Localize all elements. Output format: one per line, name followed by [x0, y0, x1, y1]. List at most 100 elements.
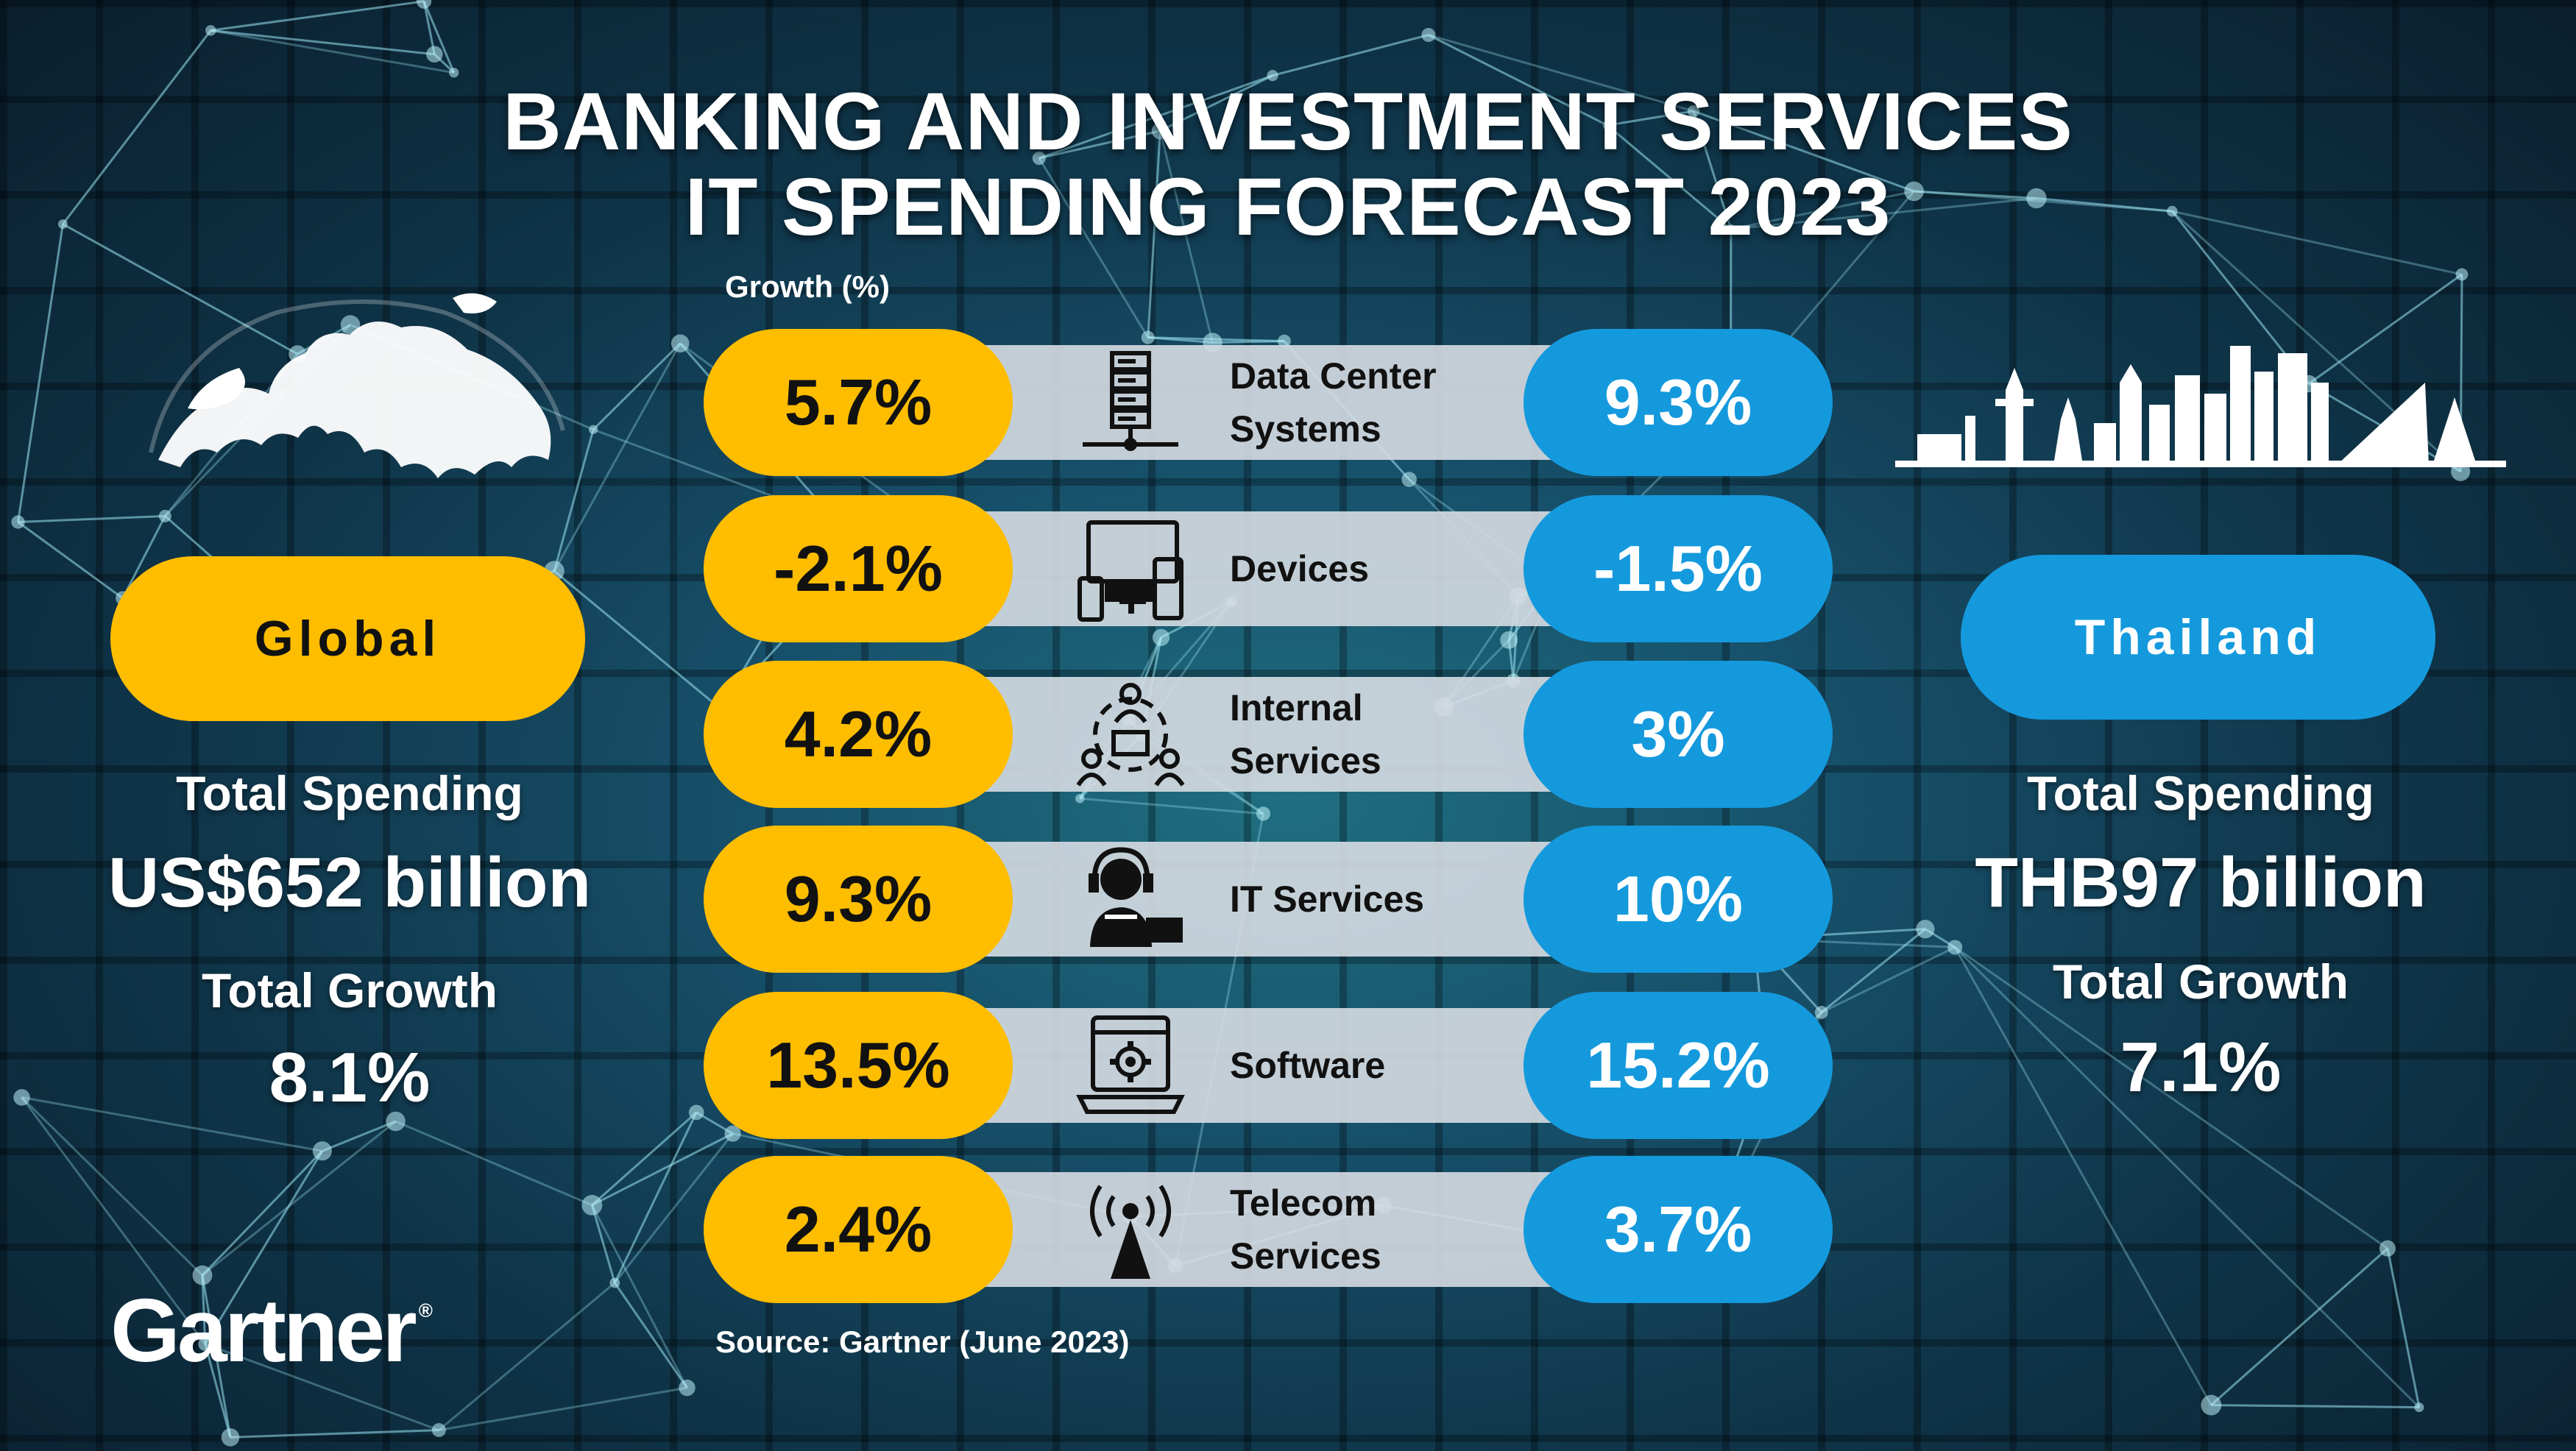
network-line: [1080, 797, 1264, 815]
network-node: [1256, 806, 1271, 821]
network-line: [422, 1, 436, 55]
network-line: [322, 1120, 397, 1152]
network-line: [62, 29, 212, 225]
grid-line: [0, 1435, 2576, 1442]
grid-line: [2488, 0, 2495, 1451]
logo-registered-mark: ®: [418, 1299, 433, 1321]
network-line: [1158, 130, 1214, 343]
network-line: [1428, 34, 1608, 127]
thailand-growth-pill: -1.5%: [1524, 495, 1833, 642]
grid-line: [0, 478, 2576, 486]
network-line: [210, 0, 425, 32]
network-line: [1038, 74, 1273, 160]
network-line: [204, 1344, 232, 1438]
global-growth-value: 8.1%: [269, 1038, 431, 1117]
network-line: [322, 1120, 397, 1152]
team-icon: [1075, 679, 1186, 790]
network-line: [553, 570, 721, 710]
category-row: 13.5% Software 15.2%: [704, 992, 1833, 1139]
network-line: [1692, 110, 1733, 230]
network-line: [62, 223, 298, 355]
category-row: 2.4% Telecom Services 3.7%: [704, 1156, 1833, 1303]
network-line: [201, 1150, 323, 1277]
network-node: [670, 334, 690, 353]
network-line: [592, 342, 682, 430]
category-label: Data Center Systems: [1230, 329, 1495, 476]
network-node: [1602, 121, 1613, 130]
network-line: [1428, 34, 1608, 127]
network-line: [613, 1112, 698, 1284]
network-line: [204, 1150, 324, 1345]
category-label-line: Systems: [1230, 408, 1381, 450]
network-line: [201, 1150, 323, 1277]
network-node: [1152, 628, 1170, 646]
network-node: [688, 1104, 704, 1121]
thailand-growth-pill: 3.7%: [1524, 1156, 1833, 1303]
network-line: [590, 1205, 616, 1283]
network-node: [1916, 920, 1935, 939]
network-node: [679, 1379, 696, 1397]
thailand-badge: Thailand: [1961, 555, 2435, 720]
network-line: [1212, 340, 1284, 344]
thailand-growth-value: 7.1%: [2120, 1028, 2282, 1107]
network-line: [591, 1132, 734, 1207]
growth-axis-label: Growth (%): [725, 269, 890, 304]
global-spending-label: Total Spending: [176, 766, 523, 820]
grid-line: [2296, 0, 2304, 1451]
network-line: [1821, 946, 1956, 1014]
network-line: [201, 1274, 232, 1438]
global-badge: Global: [110, 556, 585, 721]
network-node: [2201, 1394, 2222, 1416]
network-line: [2211, 1404, 2419, 1409]
global-growth-pill: 9.3%: [704, 826, 1013, 973]
network-line: [2172, 210, 2463, 276]
network-line: [210, 29, 454, 74]
network-line: [1607, 110, 1694, 127]
network-node: [416, 0, 432, 9]
network-line: [18, 514, 166, 523]
logo-text: Gartner: [110, 1280, 417, 1380]
network-line: [1159, 74, 1273, 132]
network-line: [2308, 273, 2463, 385]
category-row: 5.7% Data Center Systems 9.3%: [704, 329, 1833, 476]
network-line: [210, 0, 425, 32]
grid-line: [0, 957, 2576, 964]
network-node: [1814, 1005, 1828, 1019]
network-line: [1147, 336, 1213, 344]
global-growth-pill: -2.1%: [704, 495, 1013, 642]
global-spending-value: US$652 billion: [107, 843, 592, 922]
network-line: [1953, 946, 2212, 1406]
network-line: [1730, 196, 2037, 231]
network-node: [2379, 1240, 2396, 1257]
grid-line: [478, 0, 486, 1451]
grid-line: [383, 0, 390, 1451]
network-node: [609, 1277, 620, 1288]
category-label-line: Telecom: [1230, 1182, 1377, 1224]
network-line: [202, 1120, 397, 1277]
network-line: [1820, 928, 1926, 1014]
network-line: [17, 224, 64, 522]
network-line: [1954, 946, 2420, 1408]
thailand-spending-label: Total Spending: [2027, 766, 2374, 820]
network-node: [1947, 940, 1963, 955]
source-note: Source: Gartner (June 2023): [715, 1324, 1130, 1359]
grid-line: [191, 0, 199, 1451]
thailand-growth-pill: 10%: [1524, 826, 1833, 973]
category-label: IT Services: [1230, 826, 1495, 973]
network-line: [204, 1150, 324, 1345]
category-label-line: Services: [1230, 1235, 1381, 1277]
network-line: [422, 1, 456, 74]
network-line: [590, 1205, 616, 1283]
category-label: Software: [1230, 992, 1495, 1139]
network-node: [340, 315, 361, 335]
network-line: [592, 342, 682, 430]
network-line: [21, 1096, 206, 1345]
network-line: [1607, 110, 1694, 127]
network-line: [1147, 130, 1161, 338]
network-line: [394, 1120, 592, 1207]
thailand-growth-label: Total Growth: [2052, 954, 2349, 1009]
network-node: [426, 46, 443, 63]
network-line: [1820, 928, 1926, 1014]
network-line: [591, 1111, 698, 1206]
network-line: [2308, 273, 2463, 385]
